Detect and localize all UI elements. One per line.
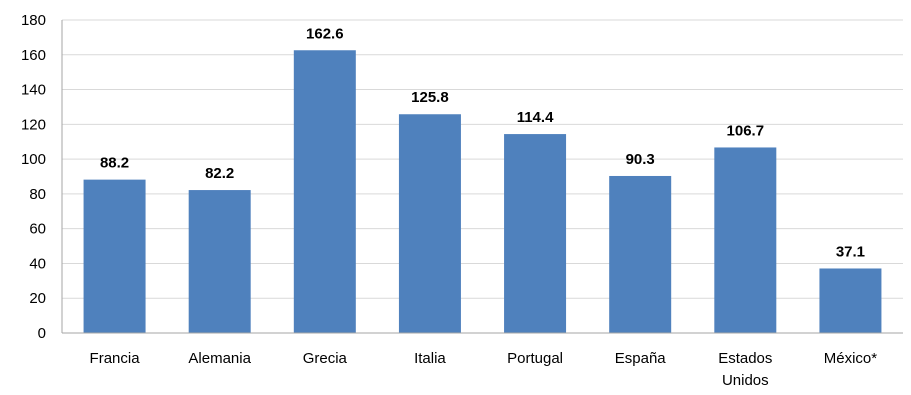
x-category-label: Estados Unidos <box>718 350 772 389</box>
bar <box>293 50 356 334</box>
y-tick-label: 140 <box>21 82 46 99</box>
x-category-label-line: Francia <box>90 350 141 367</box>
x-category-label-line: Portugal <box>507 350 563 367</box>
data-label: 114.4 <box>517 109 554 126</box>
x-category-label-line: Grecia <box>303 350 348 367</box>
data-label: 82.2 <box>205 165 234 182</box>
y-tick-label: 120 <box>21 116 46 133</box>
x-category-label: México* <box>824 350 878 367</box>
x-category-label: Italia <box>414 350 446 367</box>
x-category-label-line: Italia <box>414 350 446 367</box>
x-category-label: España <box>615 350 667 367</box>
y-tick-label: 40 <box>29 255 46 272</box>
x-category-label-line: España <box>615 350 667 367</box>
x-category-label: Alemania <box>188 350 251 367</box>
bar <box>504 134 567 333</box>
y-tick-label: 100 <box>21 151 46 168</box>
x-category-label-line: Alemania <box>188 350 251 367</box>
bar <box>83 179 146 333</box>
bar <box>398 114 461 334</box>
y-tick-label: 20 <box>29 290 46 307</box>
x-axis-category-labels: Francia Alemania Grecia Italia Portugal Españ… <box>90 350 878 389</box>
y-tick-label: 0 <box>38 325 46 342</box>
axes <box>61 20 903 334</box>
bars <box>83 50 882 334</box>
y-tick-label: 80 <box>29 186 46 203</box>
y-tick-label: 160 <box>21 47 46 64</box>
gridlines <box>62 19 903 299</box>
data-label: 162.6 <box>306 25 344 42</box>
x-category-label-line: Unidos <box>722 372 769 389</box>
y-tick-label: 60 <box>29 221 46 238</box>
bar <box>819 268 882 333</box>
y-tick-label: 180 <box>21 12 46 29</box>
bar <box>188 190 251 333</box>
x-category-label-line: Estados <box>718 350 772 367</box>
x-category-label-line: México* <box>824 350 878 367</box>
data-label: 125.8 <box>411 89 449 106</box>
bar <box>714 147 777 333</box>
x-category-label: Francia <box>90 350 141 367</box>
data-label: 106.7 <box>727 122 765 139</box>
data-label: 90.3 <box>626 151 655 168</box>
data-label: 88.2 <box>100 155 129 172</box>
data-labels: 88.2 82.2 162.6 125.8 114.4 90.3 106.7 37.1 <box>100 25 865 260</box>
x-category-label: Grecia <box>303 350 348 367</box>
y-axis-tick-labels: 0 20 40 60 80 100 120 140 160 180 <box>21 12 46 342</box>
bar <box>609 175 672 333</box>
x-category-label: Portugal <box>507 350 563 367</box>
data-label: 37.1 <box>836 243 865 260</box>
